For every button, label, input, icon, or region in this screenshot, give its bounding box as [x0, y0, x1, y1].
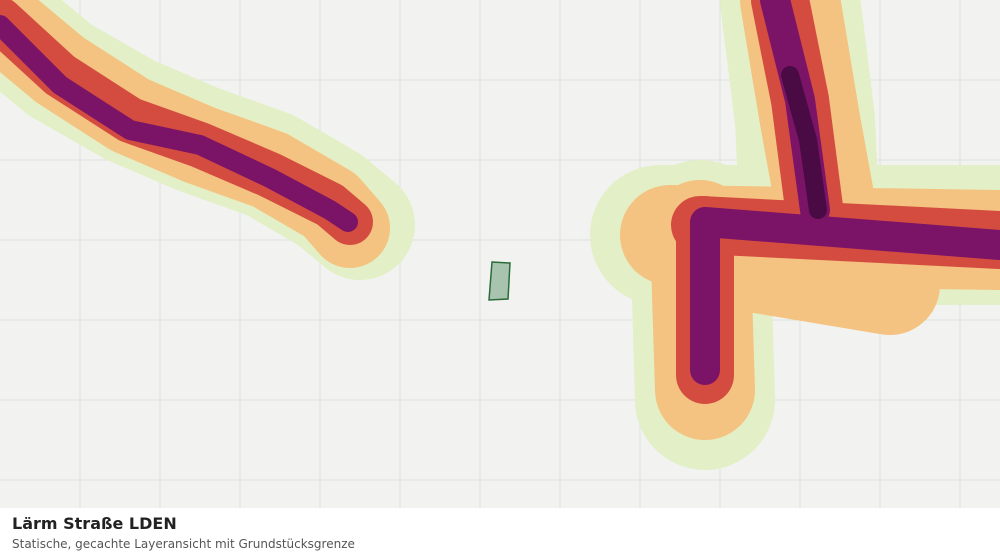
noise-band-right	[590, 0, 1000, 470]
map	[0, 0, 1000, 508]
parcel-boundary[interactable]	[488, 261, 511, 301]
caption: Lärm Straße LDEN Statische, gecachte Lay…	[0, 508, 1000, 560]
caption-title: Lärm Straße LDEN	[12, 514, 177, 533]
noise-zone-extreme	[781, 66, 827, 219]
noise-band-left	[0, 0, 415, 280]
caption-subtitle: Statische, gecachte Layeransicht mit Gru…	[12, 537, 355, 551]
noise-zone-very-high	[0, 15, 358, 232]
